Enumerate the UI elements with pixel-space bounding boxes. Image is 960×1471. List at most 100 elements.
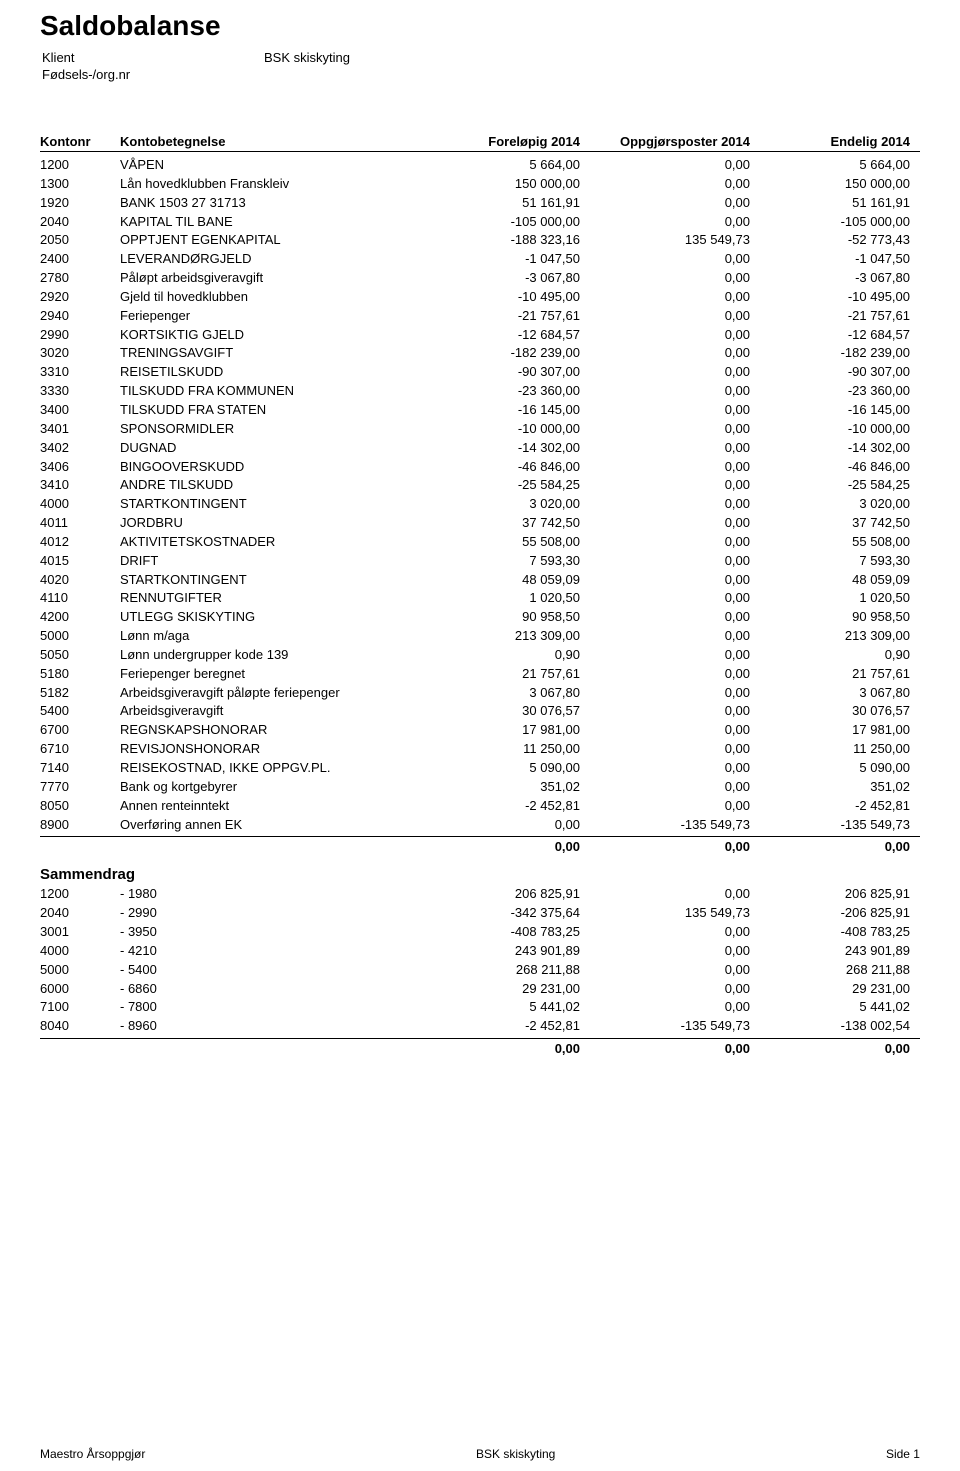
summary-row: 6000- 686029 231,000,0029 231,00 xyxy=(40,980,920,999)
table-row: 3310REISETILSKUDD-90 307,000,00-90 307,0… xyxy=(40,363,920,382)
cell-oppgjor: 0,00 xyxy=(580,401,750,420)
cell-range: - 6860 xyxy=(120,980,410,999)
cell-kontonr: 3401 xyxy=(40,420,120,439)
summary-row: 5000- 5400268 211,880,00268 211,88 xyxy=(40,961,920,980)
cell-kontonr: 5000 xyxy=(40,627,120,646)
cell-range: - 8960 xyxy=(120,1017,410,1036)
cell-endelig: -16 145,00 xyxy=(750,401,910,420)
cell-kontonr: 7140 xyxy=(40,759,120,778)
cell-forelopig: -188 323,16 xyxy=(410,231,580,250)
cell-forelopig: -21 757,61 xyxy=(410,307,580,326)
cell-endelig: 7 593,30 xyxy=(750,552,910,571)
cell-endelig: 48 059,09 xyxy=(750,571,910,590)
cell-kontonr: 5182 xyxy=(40,684,120,703)
cell-forelopig: 51 161,91 xyxy=(410,194,580,213)
cell-forelopig: 5 441,02 xyxy=(410,998,580,1017)
cell-betegnelse: VÅPEN xyxy=(120,156,410,175)
cell-betegnelse: Arbeidsgiveravgift påløpte feriepenger xyxy=(120,684,410,703)
cell-oppgjor: 0,00 xyxy=(580,514,750,533)
cell-endelig: 213 309,00 xyxy=(750,627,910,646)
cell-endelig: 90 958,50 xyxy=(750,608,910,627)
summary-row: 7100- 78005 441,020,005 441,02 xyxy=(40,998,920,1017)
table-row: 4015DRIFT7 593,300,007 593,30 xyxy=(40,552,920,571)
cell-oppgjor: -135 549,73 xyxy=(580,816,750,835)
cell-range: - 3950 xyxy=(120,923,410,942)
cell-endelig: 55 508,00 xyxy=(750,533,910,552)
cell-kontonr: 2940 xyxy=(40,307,120,326)
cell-kontonr: 1920 xyxy=(40,194,120,213)
cell-oppgjor: 135 549,73 xyxy=(580,231,750,250)
cell-betegnelse: ANDRE TILSKUDD xyxy=(120,476,410,495)
cell-betegnelse: KAPITAL TIL BANE xyxy=(120,213,410,232)
page-footer: Maestro Årsoppgjør BSK skiskyting Side 1 xyxy=(40,1447,920,1461)
cell-endelig: -135 549,73 xyxy=(750,816,910,835)
cell-kontonr: 4000 xyxy=(40,495,120,514)
cell-endelig: 268 211,88 xyxy=(750,961,910,980)
cell-oppgjor: 0,00 xyxy=(580,269,750,288)
table-row: 6710REVISJONSHONORAR11 250,000,0011 250,… xyxy=(40,740,920,759)
table-body: 1200VÅPEN5 664,000,005 664,001300Lån hov… xyxy=(40,156,920,834)
cell-betegnelse: Overføring annen EK xyxy=(120,816,410,835)
cell-betegnelse: AKTIVITETSKOSTNADER xyxy=(120,533,410,552)
cell-betegnelse: Lønn m/aga xyxy=(120,627,410,646)
cell-betegnelse: JORDBRU xyxy=(120,514,410,533)
cell-range: - 1980 xyxy=(120,885,410,904)
cell-betegnelse: REGNSKAPSHONORAR xyxy=(120,721,410,740)
cell-endelig: 150 000,00 xyxy=(750,175,910,194)
cell-kontonr: 2920 xyxy=(40,288,120,307)
col-endelig: Endelig 2014 xyxy=(750,134,910,149)
cell-betegnelse: REISEKOSTNAD, IKKE OPPGV.PL. xyxy=(120,759,410,778)
table-row: 1920BANK 1503 27 3171351 161,910,0051 16… xyxy=(40,194,920,213)
cell-oppgjor: 0,00 xyxy=(580,571,750,590)
cell-kontonr: 3410 xyxy=(40,476,120,495)
summary-total-f: 0,00 xyxy=(410,1041,580,1056)
cell-oppgjor: 0,00 xyxy=(580,495,750,514)
cell-endelig: 21 757,61 xyxy=(750,665,910,684)
orgnr-value xyxy=(264,67,350,82)
cell-forelopig: 206 825,91 xyxy=(410,885,580,904)
cell-oppgjor: -135 549,73 xyxy=(580,1017,750,1036)
total-e: 0,00 xyxy=(750,839,910,854)
table-row: 4000STARTKONTINGENT3 020,000,003 020,00 xyxy=(40,495,920,514)
summary-body: 1200- 1980206 825,910,00206 825,912040- … xyxy=(40,885,920,1036)
footer-left: Maestro Årsoppgjør xyxy=(40,1447,145,1461)
cell-forelopig: 90 958,50 xyxy=(410,608,580,627)
cell-kontonr: 3400 xyxy=(40,401,120,420)
cell-endelig: -10 495,00 xyxy=(750,288,910,307)
cell-kontonr: 5000 xyxy=(40,961,120,980)
summary-row: 1200- 1980206 825,910,00206 825,91 xyxy=(40,885,920,904)
cell-oppgjor: 0,00 xyxy=(580,307,750,326)
cell-kontonr: 6000 xyxy=(40,980,120,999)
cell-kontonr: 3020 xyxy=(40,344,120,363)
cell-forelopig: -2 452,81 xyxy=(410,797,580,816)
total-f: 0,00 xyxy=(410,839,580,854)
cell-kontonr: 2400 xyxy=(40,250,120,269)
cell-betegnelse: Påløpt arbeidsgiveravgift xyxy=(120,269,410,288)
cell-oppgjor: 0,00 xyxy=(580,476,750,495)
cell-oppgjor: 0,00 xyxy=(580,759,750,778)
cell-forelopig: 0,00 xyxy=(410,816,580,835)
cell-endelig: -1 047,50 xyxy=(750,250,910,269)
cell-oppgjor: 0,00 xyxy=(580,458,750,477)
cell-forelopig: 213 309,00 xyxy=(410,627,580,646)
cell-endelig: -21 757,61 xyxy=(750,307,910,326)
cell-endelig: 30 076,57 xyxy=(750,702,910,721)
cell-kontonr: 3310 xyxy=(40,363,120,382)
cell-kontonr: 4110 xyxy=(40,589,120,608)
client-meta: Klient BSK skiskyting Fødsels-/org.nr xyxy=(40,48,352,84)
cell-kontonr: 2040 xyxy=(40,904,120,923)
cell-kontonr: 3330 xyxy=(40,382,120,401)
table-row: 6700REGNSKAPSHONORAR17 981,000,0017 981,… xyxy=(40,721,920,740)
cell-forelopig: 21 757,61 xyxy=(410,665,580,684)
cell-kontonr: 6710 xyxy=(40,740,120,759)
cell-forelopig: 5 090,00 xyxy=(410,759,580,778)
cell-kontonr: 5400 xyxy=(40,702,120,721)
cell-oppgjor: 0,00 xyxy=(580,213,750,232)
table-row: 3330TILSKUDD FRA KOMMUNEN-23 360,000,00-… xyxy=(40,382,920,401)
cell-oppgjor: 0,00 xyxy=(580,797,750,816)
cell-betegnelse: Bank og kortgebyrer xyxy=(120,778,410,797)
cell-kontonr: 4015 xyxy=(40,552,120,571)
cell-forelopig: -408 783,25 xyxy=(410,923,580,942)
cell-forelopig: 11 250,00 xyxy=(410,740,580,759)
table-row: 1200VÅPEN5 664,000,005 664,00 xyxy=(40,156,920,175)
